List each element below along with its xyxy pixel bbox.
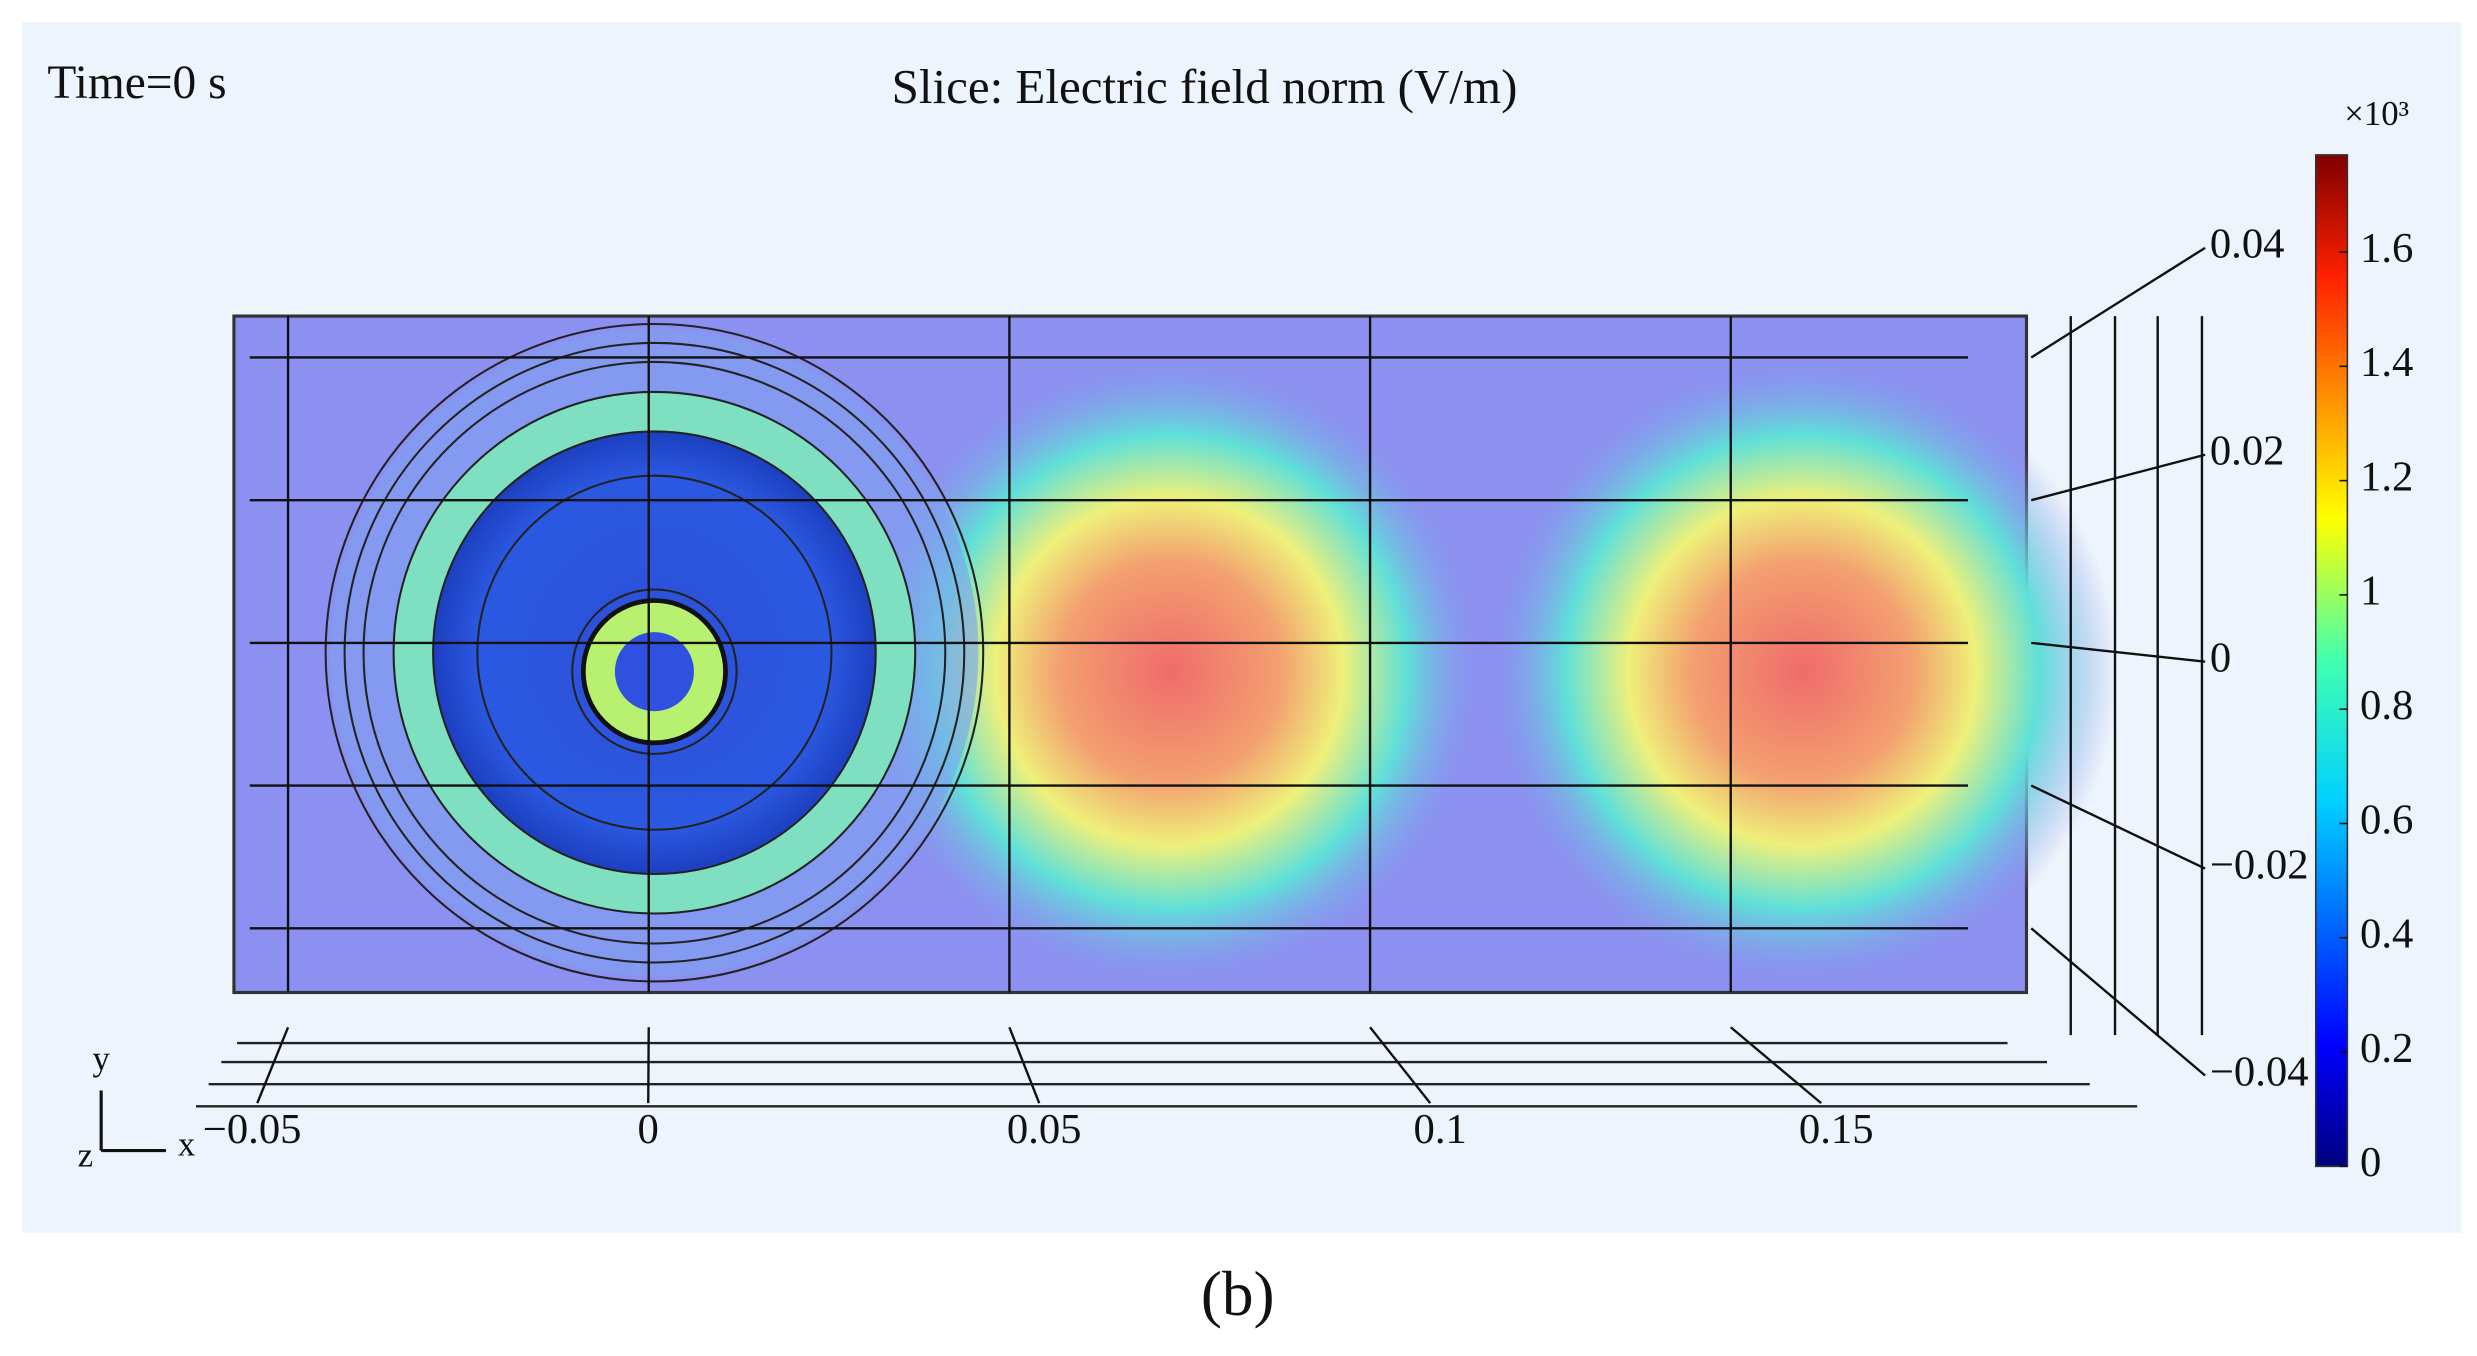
colorbar-tick-label: 0.4 (2360, 911, 2413, 958)
y-tick (2030, 927, 2206, 1077)
x-tick (256, 1026, 290, 1104)
triad-y-label: y (92, 1039, 110, 1078)
y-tick (2030, 246, 2206, 359)
colorbar-tick-label: 1 (2360, 568, 2381, 615)
contour (476, 474, 833, 831)
y-tick (2030, 453, 2206, 502)
y-tick (2030, 784, 2206, 870)
y-tick-label: −0.02 (2210, 841, 2309, 888)
colorbar-tick-label: 0.8 (2360, 682, 2413, 729)
colorbar-tick-label: 1.6 (2360, 225, 2413, 272)
contour (571, 588, 738, 755)
field-lobe (853, 355, 1486, 988)
contour (362, 360, 947, 945)
axis-triad (99, 1090, 166, 1153)
contour (343, 341, 966, 964)
x-tick-label: 0.1 (1414, 1106, 1467, 1153)
y-tick-label: 0 (2210, 634, 2231, 681)
colorbar-tick-label: 0.2 (2360, 1025, 2413, 1072)
inner-core (614, 632, 694, 712)
field-lobe (1485, 355, 2119, 988)
contour (392, 390, 917, 915)
x-tick-label: 0.05 (1007, 1106, 1082, 1153)
x-tick-label: 0.15 (1799, 1106, 1874, 1153)
colorbar-tick-label: 1.4 (2360, 339, 2413, 386)
plot-title: Slice: Electric field norm (V/m) (892, 59, 1518, 114)
y-tick (2031, 641, 2206, 663)
caption: (b) (1201, 1259, 1275, 1329)
triad-x-label: x (178, 1124, 195, 1163)
colorbar (2314, 154, 2349, 1168)
contour (432, 430, 877, 875)
field-slice (232, 314, 2119, 995)
triad-z-label: z (78, 1135, 93, 1174)
y-tick-label: 0.04 (2210, 221, 2285, 268)
x-tick (1369, 1026, 1432, 1104)
y-tick-label: −0.04 (2210, 1048, 2309, 1095)
colorbar-tick-label: 0 (2360, 1139, 2381, 1186)
y-tick-label: 0.02 (2210, 428, 2285, 475)
time-label: Time=0 s (47, 57, 226, 109)
x-tick (1729, 1026, 1822, 1105)
x-tick (1008, 1026, 1041, 1104)
colorbar-tick-label: 1.2 (2360, 453, 2413, 500)
contour (324, 322, 985, 983)
x-tick-label: 0 (637, 1106, 658, 1153)
colorbar-multiplier: ×10³ (2344, 94, 2409, 133)
colorbar-tick-label: 0.6 (2360, 796, 2413, 843)
x-tick-label: −0.05 (203, 1106, 302, 1153)
